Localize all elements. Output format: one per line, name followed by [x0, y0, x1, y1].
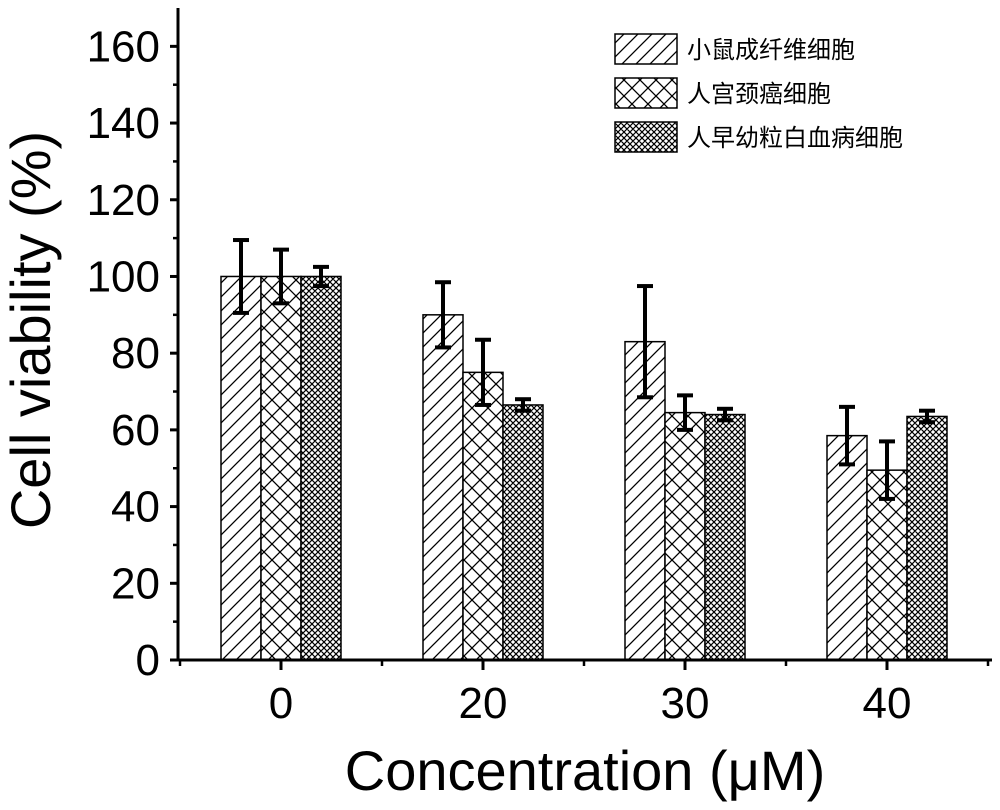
bar: [704, 413, 746, 661]
x-tick-label: 20: [459, 679, 508, 728]
y-tick-label: 160: [87, 22, 160, 71]
bar: [826, 434, 868, 661]
legend-label: 人宫颈癌细胞: [687, 80, 831, 108]
bar: [220, 275, 262, 661]
bar: [260, 275, 302, 661]
legend-label: 小鼠成纤维细胞: [687, 36, 855, 64]
bar: [664, 411, 706, 661]
y-tick-label: 20: [111, 559, 160, 608]
y-tick-label: 100: [87, 252, 160, 301]
y-tick-label: 120: [87, 176, 160, 225]
bar: [462, 371, 504, 661]
bar: [502, 404, 544, 661]
y-tick-label: 140: [87, 99, 160, 148]
legend-swatch: [614, 33, 678, 65]
x-axis-title: Concentration (μM): [345, 739, 825, 802]
legend-swatch: [614, 77, 678, 109]
bar: [906, 415, 948, 661]
x-tick-label: 40: [863, 679, 912, 728]
bar: [300, 275, 342, 661]
legend-label: 人早幼粒白血病细胞: [687, 124, 903, 152]
y-axis-title: Cell viability (%): [0, 131, 62, 529]
y-ticks: 0 20 40 60 80 100 120 140 160: [87, 22, 178, 685]
bar: [422, 314, 464, 661]
y-tick-label: 80: [111, 329, 160, 378]
legend-swatch: [614, 121, 678, 153]
y-tick-label: 40: [111, 483, 160, 532]
error-bars: [233, 238, 935, 501]
x-tick-label: 30: [661, 679, 710, 728]
x-ticks: 0 20 30 40: [178, 660, 990, 728]
y-tick-label: 0: [136, 636, 160, 685]
bar: [866, 469, 908, 661]
bars: [220, 275, 948, 661]
y-tick-label: 60: [111, 406, 160, 455]
x-tick-label: 0: [269, 679, 293, 728]
